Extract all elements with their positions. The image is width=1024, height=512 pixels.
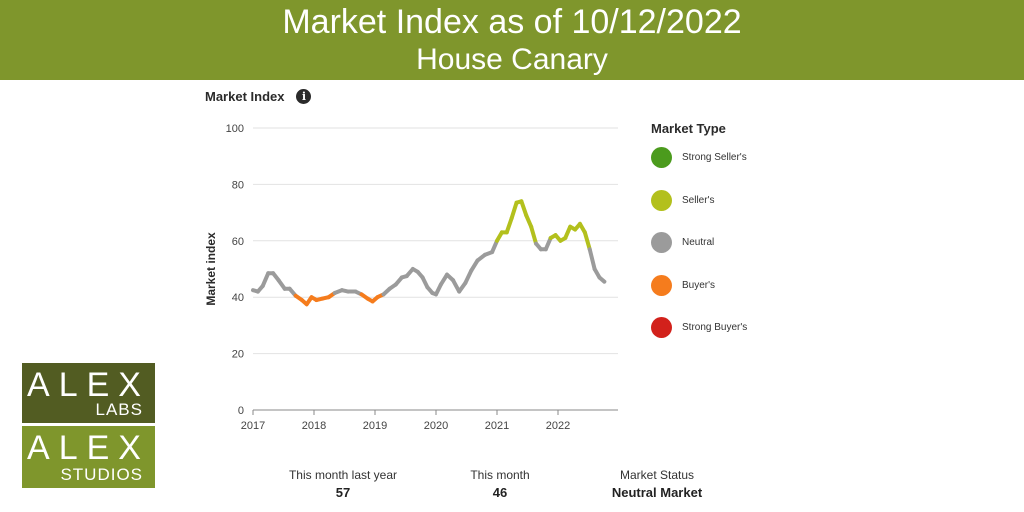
stat-this-month: This month 46 [400, 468, 600, 500]
y-tick-label: 20 [232, 349, 244, 361]
page-subtitle: House Canary [416, 43, 608, 76]
stat-market-status: Market Status Neutral Market [557, 468, 757, 500]
line-segment [504, 216, 514, 235]
line-segment [463, 268, 474, 286]
y-axis-label: Market index [204, 232, 218, 306]
legend-dot [651, 190, 672, 211]
chart-title: Market Index [205, 89, 285, 104]
stat-value: 46 [492, 485, 508, 500]
stat-value: Neutral Market [611, 485, 703, 500]
line-segment [519, 199, 529, 218]
legend-dot [651, 317, 672, 338]
legend-item-buyers: Buyer's [651, 275, 715, 296]
legend-label: Strong Seller's [682, 152, 747, 163]
y-tick-label: 100 [226, 123, 244, 135]
line-segment [260, 271, 271, 288]
line-segment [597, 275, 607, 284]
legend: Market Type Strong Seller's Seller's Neu… [651, 121, 747, 338]
legend-title: Market Type [651, 121, 726, 136]
page-title: Market Index as of 10/12/2022 [282, 3, 742, 41]
legend-label: Strong Buyer's [682, 322, 748, 333]
line-segment [587, 247, 597, 271]
chart-header: Market Index i [205, 89, 312, 104]
stat-label: This month last year [288, 468, 398, 482]
legend-label: Seller's [682, 195, 715, 206]
x-tick-label: 2017 [241, 420, 265, 432]
stat-value: 57 [335, 485, 351, 500]
line-segment [524, 213, 534, 229]
y-tick-label: 60 [232, 236, 244, 248]
logo-subtitle: LABS [95, 400, 143, 419]
stat-label: Market Status [619, 468, 695, 482]
info-icon[interactable]: i [296, 89, 312, 104]
x-tick-label: 2021 [485, 420, 509, 432]
alex-labs-logo: ALEX LABS [22, 363, 155, 423]
legend-label: Buyer's [682, 280, 716, 291]
y-tick-label: 0 [238, 405, 244, 417]
legend-item-strong-buyers: Strong Buyer's [651, 317, 747, 338]
legend-item-neutral: Neutral [651, 232, 714, 253]
line-segment [543, 235, 553, 252]
x-tick-label: 2020 [424, 420, 448, 432]
line-segment [529, 224, 539, 246]
legend-dot [651, 232, 672, 253]
line-segment [490, 238, 499, 255]
legend-dot [651, 147, 672, 168]
x-tick-label: 2019 [363, 420, 387, 432]
logo-wordmark: ALEX [27, 366, 150, 404]
stat-last-year: This month last year 57 [243, 468, 443, 500]
legend-label: Neutral [682, 237, 715, 248]
legend-item-sellers: Seller's [651, 190, 714, 211]
alex-studios-logo: ALEX STUDIOS [22, 426, 155, 488]
legend-item-strong-sellers: Strong Seller's [651, 147, 747, 168]
x-tick-label: 2022 [546, 420, 570, 432]
x-tick-label: 2018 [302, 420, 326, 432]
y-tick-label: 80 [232, 179, 244, 191]
y-tick-label: 40 [232, 292, 244, 304]
line-segment [582, 230, 592, 252]
logo-subtitle: STUDIOS [60, 465, 143, 484]
legend-dot [651, 275, 672, 296]
stat-label: This month [470, 468, 530, 482]
title-banner: Market Index as of 10/12/2022 House Cana… [0, 0, 1024, 80]
line-segment [509, 200, 519, 221]
line-segment [563, 224, 573, 240]
logo-wordmark: ALEX [27, 429, 150, 467]
